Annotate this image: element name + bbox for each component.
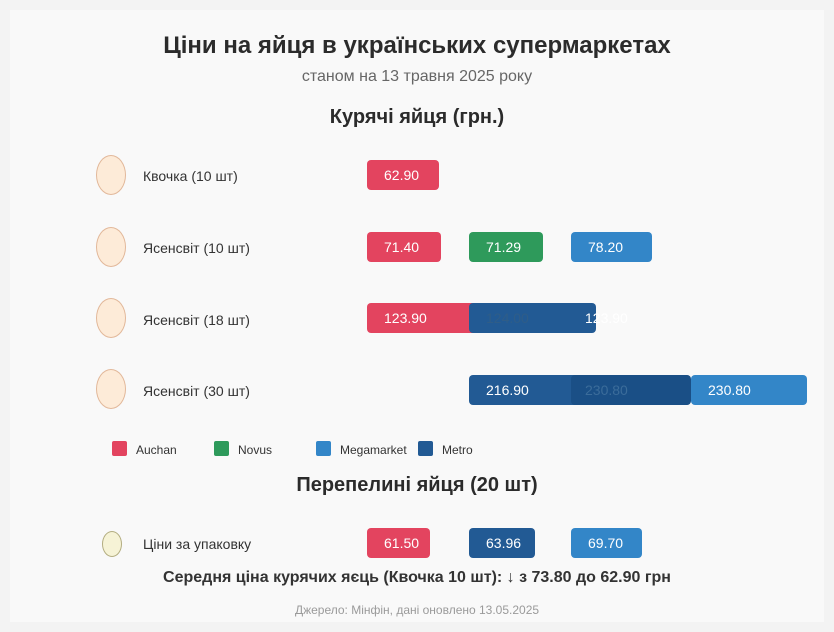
row-label: Ясенсвіт (30 шт) (143, 383, 250, 399)
legend-swatch-auchan (112, 441, 127, 456)
bar-megamarket: 123.90 (571, 303, 628, 333)
row-label: Ясенсвіт (10 шт) (143, 240, 250, 256)
bar-megamarket: 230.80 (691, 375, 807, 405)
summary-text: Середня ціна курячих яєць (Квочка 10 шт)… (163, 569, 671, 586)
legend-swatch-novus (214, 441, 229, 456)
page-title: Ціни на яйця в українських супермаркетах (163, 32, 671, 59)
row-label: Ясенсвіт (18 шт) (143, 312, 250, 328)
bar-novus: 71.29 (469, 232, 543, 262)
source-text: Джерело: Мінфін, дані оновлено 13.05.202… (294, 603, 540, 617)
egg-icon (96, 155, 126, 195)
page-subtitle: станом на 13 травня 2025 року (301, 68, 533, 85)
egg-icon (96, 298, 126, 338)
legend-label-auchan: Auchan (136, 443, 177, 457)
bar-megamarket: 78.20 (571, 232, 652, 262)
legend-label-metro: Metro (442, 443, 473, 457)
egg-icon (96, 369, 126, 409)
bar-auchan: 61.50 (367, 528, 430, 558)
bar-megamarket: 69.70 (571, 528, 642, 558)
quail-section-title: Перепелині яйця (20 шт) (296, 474, 538, 496)
chicken-section-title: Курячі яйця (грн.) (329, 106, 505, 128)
legend-swatch-metro (418, 441, 433, 456)
legend-swatch-megamarket (316, 441, 331, 456)
bar-metro: 124.00 (469, 303, 596, 333)
egg-icon (96, 227, 126, 267)
bar-auchan: 62.90 (367, 160, 439, 190)
row-label: Ціни за упаковку (143, 536, 252, 552)
legend-label-novus: Novus (238, 443, 273, 457)
bar-overlay-megamarket: 230.80 (571, 375, 691, 405)
bar-auchan: 71.40 (367, 232, 441, 262)
row-label: Квочка (10 шт) (143, 168, 238, 184)
quail-egg-icon (102, 531, 122, 557)
bar-metro: 63.96 (469, 528, 535, 558)
legend-label-megamarket: Megamarket (340, 443, 407, 457)
